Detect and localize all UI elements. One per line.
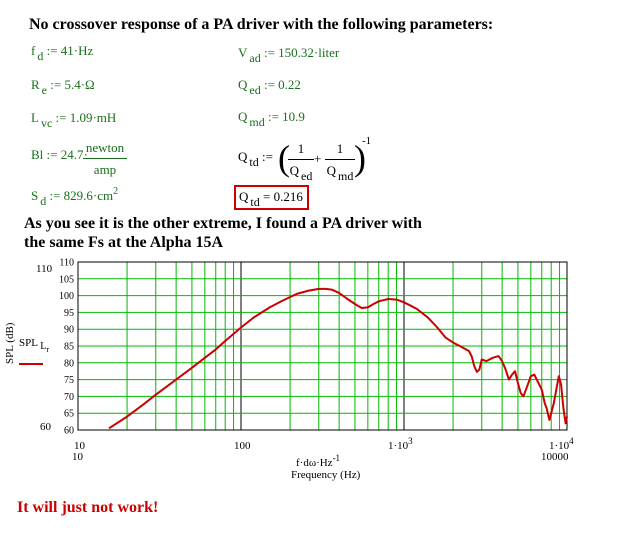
- x-outer-right-label: 10000: [541, 451, 569, 463]
- x-axis-expr-text: f·dω·Hz: [296, 457, 333, 469]
- y-tick-label: 110: [59, 258, 74, 269]
- x-tick-10000-exp: 4: [569, 436, 574, 446]
- param-qmd-sub: md: [249, 115, 265, 129]
- param-qmd-value: := 10.9: [267, 109, 305, 124]
- param-vad-symbol: V: [238, 45, 248, 60]
- comment-line-2: the same Fs at the Alpha 15A: [24, 234, 224, 251]
- x-axis-expr-exp: -1: [332, 453, 341, 463]
- param-vad-value: := 150.32·liter: [263, 45, 340, 60]
- param-re-symbol: R: [31, 77, 40, 92]
- comment-line-1: As you see it is the other extreme, I fo…: [24, 215, 422, 232]
- x-tick-1000: 1·103: [388, 436, 413, 452]
- chart-series-group: [108, 287, 568, 430]
- qtd-frac1-den-symbol: Q: [289, 163, 300, 178]
- param-qed-symbol: Q: [238, 77, 248, 92]
- qtd-result-symbol: Q: [239, 189, 249, 204]
- param-bl-symbol: Bl: [31, 147, 44, 162]
- y-tick-label: 85: [64, 342, 74, 353]
- param-bl-numerator: newton: [83, 140, 127, 159]
- qtd-formula-assign: :=: [261, 149, 273, 164]
- y-outer-bottom-label: 60: [40, 421, 51, 433]
- qtd-plus: +: [314, 151, 322, 166]
- param-bl: Bl := 24.7·: [31, 147, 88, 163]
- qtd-frac1-numerator: 1: [288, 141, 314, 160]
- param-sd-sub: d: [40, 194, 47, 208]
- qtd-frac2-den-symbol: Q: [326, 163, 337, 178]
- qtd-result-value: = 0.216: [262, 189, 303, 204]
- legend-expr-text: SPL: [19, 337, 38, 349]
- x-tick-10000-base: 1·10: [549, 440, 570, 452]
- qtd-left-paren: (: [278, 138, 290, 178]
- qtd-result-sub: td: [250, 195, 260, 209]
- param-qed-sub: ed: [249, 83, 261, 97]
- y-tick-label: 105: [59, 274, 74, 285]
- y-tick-label: 95: [64, 308, 74, 319]
- qtd-frac1-den-sub: ed: [301, 169, 313, 183]
- x-axis-label: Frequency (Hz): [291, 469, 361, 481]
- param-bl-fraction: newton amp: [83, 140, 127, 178]
- x-outer-left-label: 10: [72, 451, 83, 463]
- param-sd-exponent: 2: [113, 186, 119, 197]
- y-tick-label: 90: [64, 325, 74, 336]
- x-tick-1000-exp: 3: [408, 436, 413, 446]
- plot-frame: [77, 261, 568, 431]
- param-vad-sub: ad: [249, 51, 261, 65]
- y-tick-label: 60: [64, 426, 74, 437]
- y-tick-label: 80: [64, 358, 74, 369]
- param-fd-sub: d: [37, 49, 44, 63]
- y-tick-label: 70: [64, 392, 74, 403]
- param-bl-denominator: amp: [93, 162, 117, 177]
- param-qed-value: := 0.22: [263, 77, 301, 92]
- x-tick-10000: 1·104: [549, 436, 574, 452]
- y-tick-label: 75: [64, 375, 74, 386]
- param-sd-value: := 829.6·cm: [49, 188, 114, 203]
- qtd-right-paren: ): [354, 138, 366, 178]
- param-re-sub: e: [41, 83, 47, 97]
- x-tick-1000-base: 1·10: [388, 440, 409, 452]
- param-bl-value: := 24.7·: [46, 147, 88, 162]
- param-lvc-symbol: L: [31, 110, 39, 125]
- param-lvc-sub: vc: [40, 116, 53, 130]
- param-fd-value: := 41·Hz: [46, 43, 94, 58]
- y-tick-label: 100: [59, 291, 74, 302]
- conclusion-text: It will just not work!: [17, 499, 159, 516]
- qtd-frac2-numerator: 1: [325, 141, 355, 160]
- param-fd-symbol: f: [31, 43, 36, 58]
- param-qmd-symbol: Q: [238, 109, 248, 124]
- param-sd-symbol: S: [31, 188, 39, 203]
- spl-series-line: [108, 287, 568, 430]
- param-lvc-value: := 1.09·mH: [55, 110, 117, 125]
- qtd-formula-sub: td: [249, 155, 259, 169]
- page-title: No crossover response of a PA driver wit…: [29, 16, 494, 33]
- qtd-formula-symbol: Q: [238, 149, 248, 164]
- legend-line-swatch: [19, 363, 43, 365]
- x-tick-100: 100: [234, 440, 251, 452]
- x-tick-10: 10: [74, 440, 85, 452]
- legend-expr-sub: L: [40, 341, 47, 352]
- x-axis-expression: f·dω·Hz-1: [296, 453, 340, 469]
- legend-expression: SPL Lr: [19, 337, 49, 354]
- param-re-value: := 5.4·Ω: [50, 77, 95, 92]
- y-tick-label: 65: [64, 409, 74, 420]
- y-outer-top-label: 110: [36, 263, 53, 275]
- y-tick-labels: 110 105 100 95 90 85 80 75 70 65 60: [59, 258, 74, 437]
- legend-expr-subsub: r: [46, 345, 50, 354]
- qtd-exponent: -1: [362, 135, 372, 147]
- chart-grid: [77, 262, 567, 430]
- qtd-frac2-den-sub: md: [338, 169, 354, 183]
